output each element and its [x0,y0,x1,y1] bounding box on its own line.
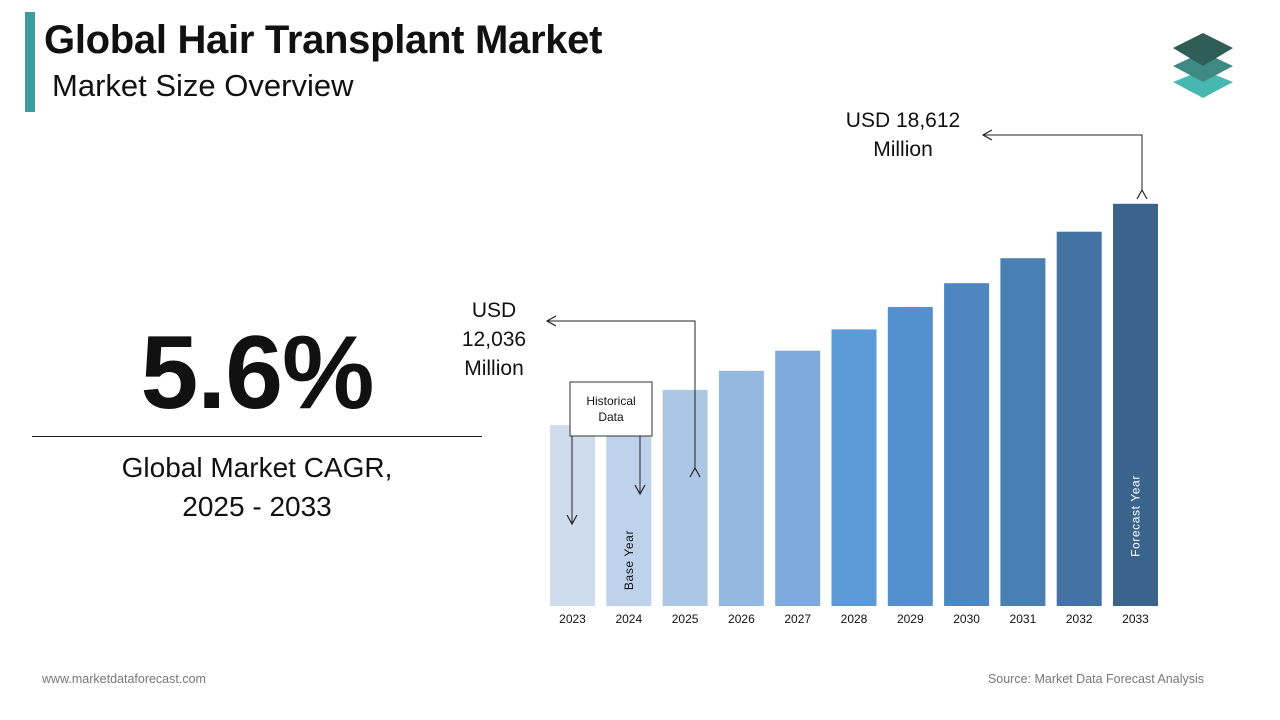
x-tick-2031: 2031 [1010,612,1037,626]
end-value-arrow [981,129,1148,200]
historical-data-label-line1: Historical [586,394,635,408]
start-value-line1: USD [472,299,516,322]
start-value-line3: Million [464,357,524,380]
bar-2026 [718,370,764,606]
x-tick-2025: 2025 [672,612,699,626]
historical-data-label-line2: Data [598,410,624,424]
start-value-line2: 12,036 [462,328,526,351]
bar-2030 [944,283,990,606]
end-value-line2: Million [873,138,933,161]
bar-2027 [775,350,821,606]
x-tick-2028: 2028 [841,612,868,626]
bar-2029 [887,307,933,606]
bar-label-2033: Forecast Year [1129,475,1143,557]
x-tick-2030: 2030 [953,612,980,626]
bar-2025 [662,389,708,606]
x-tick-2023: 2023 [559,612,586,626]
bar-2028 [831,329,877,606]
x-tick-2033: 2033 [1122,612,1149,626]
footer-website[interactable]: www.marketdataforecast.com [42,672,206,686]
title-accent-bar [25,12,35,112]
x-tick-2029: 2029 [897,612,924,626]
cagr-label-line1: Global Market CAGR, [121,452,393,483]
layered-stack-icon [1173,33,1233,98]
bar-2033 [1113,203,1158,607]
x-tick-labels: 2023 2024 2025 2026 2027 2028 2029 2030 2031 2032… [559,612,1149,626]
page-subtitle: Market Size Overview [52,68,354,103]
x-tick-2026: 2026 [728,612,755,626]
bar-2032 [1056,231,1102,606]
end-value-line1: USD 18,612 [846,109,960,132]
x-tick-2032: 2032 [1066,612,1093,626]
logo-layer-top [1173,33,1233,66]
x-tick-2027: 2027 [784,612,811,626]
cagr-label: Global Market CAGR, 2025 - 2033 [32,448,482,526]
historical-data-box [569,381,653,437]
cagr-value: 5.6% [140,315,374,431]
logo-layer-bottom [1173,70,1233,98]
bar-label-2024: Base Year [622,530,636,590]
page-title: Global Hair Transplant Market [44,18,603,62]
chart-annotations: Historical Data USD 12,036 Million USD 1… [462,109,1148,526]
cagr-label-line2: 2025 - 2033 [182,491,332,522]
cagr-divider [32,436,482,437]
bar-inner-labels: Base Year Forecast Year [622,475,1143,590]
bar-2031 [1000,258,1046,606]
start-value-arrow [545,315,701,478]
logo-layer-middle [1173,52,1233,82]
footer-source: Source: Market Data Forecast Analysis [987,672,1204,686]
x-tick-2024: 2024 [615,612,642,626]
